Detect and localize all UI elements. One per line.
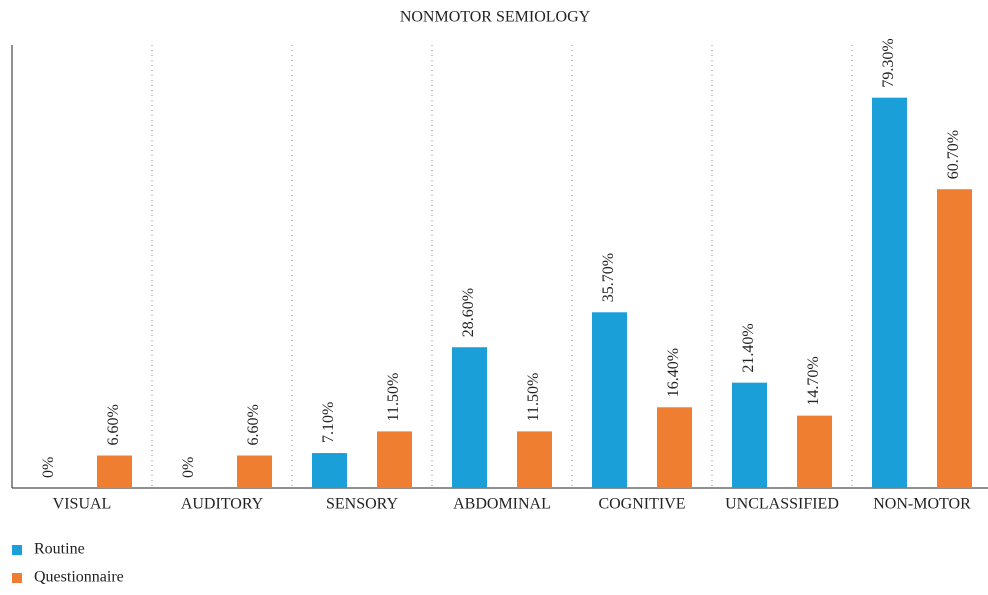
legend-swatch	[12, 573, 22, 583]
x-tick-label: SENSORY	[326, 496, 398, 513]
value-label: 0%	[40, 457, 57, 478]
bar	[452, 347, 487, 488]
value-label: 6.60%	[105, 404, 122, 445]
value-label: 11.50%	[525, 373, 542, 422]
bar	[657, 407, 692, 488]
legend-label: Questionnaire	[34, 569, 124, 586]
value-label: 21.40%	[740, 323, 757, 372]
x-tick-label: UNCLASSIFIED	[725, 496, 839, 513]
value-label: 7.10%	[320, 402, 337, 443]
bar	[97, 455, 132, 488]
bar	[312, 453, 347, 488]
legend-label: Routine	[34, 541, 85, 558]
x-tick-label: COGNITIVE	[598, 496, 685, 513]
value-label: 60.70%	[945, 130, 962, 179]
value-label: 14.70%	[805, 356, 822, 405]
bar	[592, 312, 627, 488]
value-label: 79.30%	[880, 38, 897, 87]
legend-swatch	[12, 545, 22, 555]
bar	[377, 431, 412, 488]
bar	[517, 431, 552, 488]
value-label: 16.40%	[665, 348, 682, 397]
value-label: 35.70%	[600, 253, 617, 302]
x-tick-label: AUDITORY	[181, 496, 264, 513]
bar	[797, 415, 832, 488]
x-tick-label: NON-MOTOR	[873, 496, 971, 513]
chart-title: NONMOTOR SEMIOLOGY	[400, 9, 591, 26]
value-label: 6.60%	[245, 404, 262, 445]
value-label: 11.50%	[385, 373, 402, 422]
bar	[237, 455, 272, 488]
bar	[937, 189, 972, 488]
bar	[872, 97, 907, 488]
x-tick-label: VISUAL	[53, 496, 112, 513]
value-label: 0%	[180, 457, 197, 478]
x-tick-label: ABDOMINAL	[453, 496, 551, 513]
value-label: 28.60%	[460, 288, 477, 337]
bar	[732, 382, 767, 488]
